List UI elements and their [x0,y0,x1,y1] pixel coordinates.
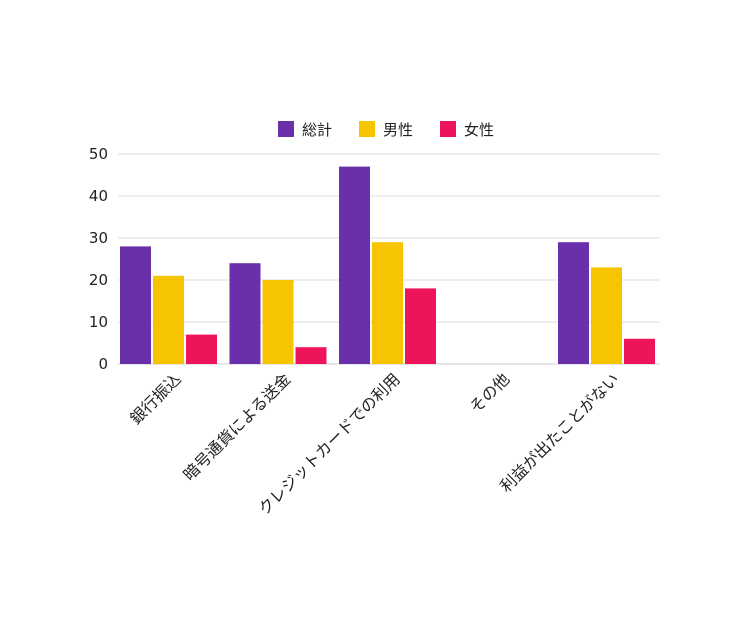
y-tick-label: 50 [89,145,108,163]
y-tick-label: 10 [89,313,108,331]
bar [153,275,184,364]
x-tick-label: 暗号通貨による送金 [179,369,294,484]
chart-legend: 総計 男性 女性 [278,121,494,139]
legend-label: 女性 [464,121,494,139]
bar [405,288,436,364]
y-tick-label: 20 [89,271,108,289]
y-tick-label: 40 [89,187,108,205]
x-tick-label: 利益が出たことがない [496,369,623,496]
bar [591,267,622,364]
bar [295,347,327,364]
bar [339,166,370,364]
legend-swatch [278,121,294,137]
bar [372,242,403,364]
x-tick-label: 銀行振込 [126,369,185,428]
y-tick-label: 30 [89,229,108,247]
bar [120,246,151,364]
x-tick-label: その他 [466,369,513,416]
legend-label: 男性 [383,121,413,139]
bar [624,338,655,364]
y-tick-label: 0 [98,355,108,373]
bar [229,263,261,364]
legend-swatch [440,121,456,137]
bars [120,166,655,364]
bar [262,280,294,364]
legend-label: 総計 [302,121,332,139]
y-axis: 0 10 20 30 40 50 [89,145,108,373]
legend-swatch [359,121,375,137]
bar [186,334,217,364]
bar [558,242,589,364]
